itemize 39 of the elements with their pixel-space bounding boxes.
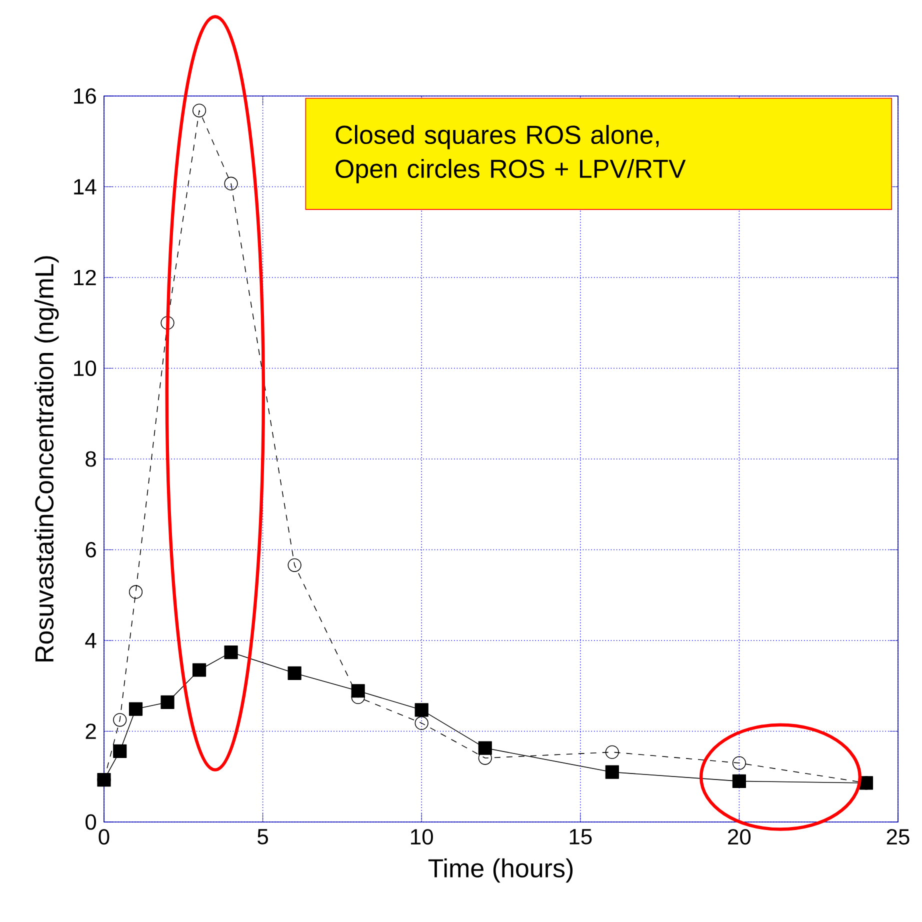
- x-axis-title: Time (hours): [428, 858, 573, 883]
- point: [113, 713, 127, 727]
- point: [160, 316, 174, 330]
- x-tick-label: 5: [258, 829, 268, 844]
- point: [192, 663, 206, 677]
- point: [113, 744, 127, 758]
- point: [732, 774, 746, 788]
- point: [288, 558, 302, 572]
- y-tick-label: 16: [74, 88, 96, 104]
- y-tick-label: 6: [86, 542, 96, 558]
- y-axis-title: RosuvastatinConcentration (ng/mL): [34, 256, 59, 662]
- point: [224, 645, 238, 660]
- x-tick-label: 15: [570, 829, 592, 844]
- y-tick-label: 8: [86, 451, 96, 467]
- y-tick-label: 10: [74, 360, 96, 376]
- x-tick-label: 10: [411, 829, 433, 845]
- point: [605, 745, 619, 759]
- y-tick-label: 4: [85, 632, 96, 648]
- point: [192, 104, 206, 118]
- x-tick-label: 0: [98, 829, 110, 845]
- point: [128, 702, 143, 716]
- y-tick-label: 12: [74, 270, 96, 286]
- point: [414, 716, 428, 730]
- annotation: Open circles ROS + LPV/RTV: [336, 158, 686, 184]
- x-tick-label: 20: [728, 829, 751, 845]
- point: [478, 741, 492, 755]
- annotation: Closed squares ROS alone,: [336, 124, 659, 150]
- point: [351, 684, 365, 698]
- point: [224, 176, 238, 190]
- y-tick-label: 2: [86, 724, 96, 739]
- y-tick-label: 14: [74, 179, 96, 194]
- x-tick-label: 25: [886, 829, 910, 845]
- y-tick-label: 0: [86, 814, 96, 830]
- point: [732, 756, 746, 770]
- point: [414, 703, 428, 717]
- point: [160, 695, 174, 710]
- point: [128, 585, 143, 599]
- point: [605, 765, 619, 779]
- point: [288, 666, 302, 680]
